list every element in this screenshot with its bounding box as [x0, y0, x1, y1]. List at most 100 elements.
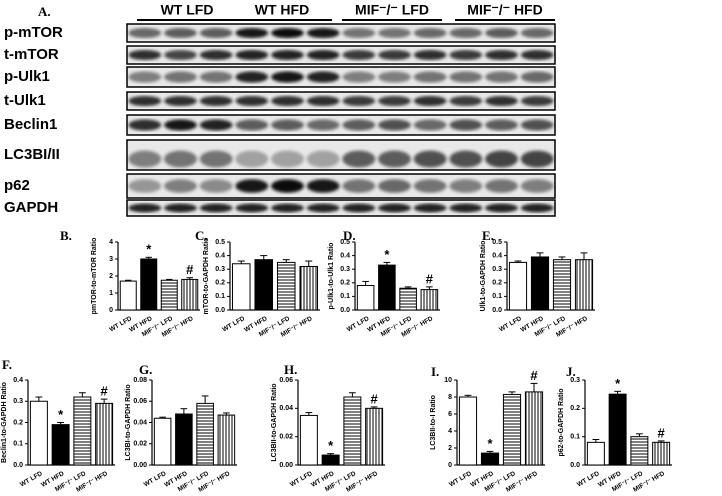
- y-tick-label: 0.04: [279, 405, 293, 412]
- significance-mark: *: [58, 407, 64, 422]
- blot-frame: [126, 66, 556, 88]
- blot-band: [306, 119, 340, 131]
- bar: [343, 396, 362, 466]
- blot-band: [235, 27, 269, 39]
- blot-band: [413, 119, 447, 131]
- blot-band: [413, 27, 447, 39]
- bar: [95, 402, 114, 466]
- group-label: WT HFD: [255, 2, 309, 18]
- significance-mark: #: [371, 391, 379, 406]
- blot-band: [449, 150, 483, 168]
- significance-mark: *: [146, 242, 152, 257]
- blot-band: [413, 203, 447, 213]
- blot-band: [271, 203, 304, 213]
- bar: [231, 263, 251, 311]
- y-tick-label: 0.5: [215, 239, 225, 246]
- blot-band: [378, 119, 411, 131]
- y-tick-label: 0.4: [492, 252, 502, 259]
- blot-band: [128, 95, 162, 107]
- blot-band: [306, 95, 340, 107]
- y-tick-label: 0.2: [215, 280, 225, 287]
- y-tick-label: 0.0: [570, 462, 580, 469]
- significance-mark: *: [615, 376, 621, 391]
- y-tick-label: 0: [448, 462, 452, 469]
- y-tick-label: 0.2: [492, 280, 502, 287]
- bar: [119, 280, 137, 311]
- significance-mark: #: [101, 384, 109, 399]
- blot-band: [485, 49, 518, 61]
- blot-band: [342, 27, 376, 39]
- blot-frame: [126, 91, 556, 111]
- blot-row-label: p-mTOR: [4, 24, 63, 41]
- blot-band: [342, 150, 376, 168]
- panel-label: B.: [60, 228, 72, 243]
- bar-chart: C.mTOR-to-GAPDH Ratio 0.0 0.1 0.2 0.3 0.4 0.5 W…: [195, 228, 320, 339]
- y-tick-label: 4: [109, 239, 113, 246]
- bar: [608, 393, 627, 466]
- blot-band: [271, 27, 304, 39]
- bar: [140, 258, 158, 311]
- x-tick-label: WT LFD: [498, 315, 523, 333]
- bar: [378, 264, 396, 311]
- blot-band: [449, 179, 483, 193]
- blot-band: [271, 119, 304, 131]
- bar: [276, 261, 296, 311]
- blot-band: [235, 150, 269, 168]
- blot-band: [235, 179, 269, 193]
- blot-band: [378, 71, 411, 83]
- bar-chart: F. Beclin1-to-GAPDH Ratio 0.0 0.1 0.2 0.3 0.4 W…: [1, 357, 115, 494]
- blot-row-label: p-Ulk1: [4, 68, 50, 85]
- blot-band: [128, 71, 162, 83]
- bar: [574, 259, 594, 311]
- y-tick-label: 10: [444, 377, 452, 384]
- blot-band: [271, 150, 304, 168]
- blot-band: [485, 179, 518, 193]
- bar: [508, 261, 528, 311]
- blot-band: [306, 179, 340, 193]
- panel-label: G.: [139, 362, 152, 377]
- blot-band: [128, 119, 162, 131]
- blot-band: [128, 27, 162, 39]
- y-tick-label: 0.3: [215, 266, 225, 273]
- blot-band: [485, 203, 518, 213]
- bar: [321, 454, 340, 466]
- y-tick-label: 0.2: [13, 419, 23, 426]
- bar: [552, 259, 572, 311]
- blot-band: [413, 95, 447, 107]
- bar: [399, 287, 417, 311]
- y-axis-label: LC3BII-to-I Ratio: [430, 395, 437, 450]
- y-tick-label: 0.1: [570, 434, 580, 441]
- bar: [160, 279, 178, 311]
- y-tick-label: 0.0: [340, 307, 350, 314]
- significance-mark: *: [328, 438, 334, 453]
- blot-band: [199, 119, 233, 131]
- significance-mark: #: [426, 271, 434, 286]
- y-tick-label: 1: [109, 290, 113, 297]
- y-axis-label: pmTOR-to-mTOR Ratio: [91, 238, 98, 315]
- blot-band: [306, 150, 340, 168]
- blot-band: [378, 203, 411, 213]
- bar: [73, 396, 92, 466]
- panel-label: F.: [2, 357, 12, 372]
- significance-mark: *: [487, 436, 493, 451]
- blot-band: [520, 27, 554, 39]
- blot-band: [342, 71, 376, 83]
- bar: [299, 265, 319, 311]
- blot-band: [199, 95, 233, 107]
- blot-band: [164, 27, 197, 39]
- blot-band: [378, 49, 411, 61]
- y-axis-label: Beclin1-to-GAPDH Ratio: [1, 382, 8, 463]
- panel-label: I.: [431, 364, 439, 379]
- blot-band: [342, 49, 376, 61]
- bar: [458, 396, 478, 466]
- x-tick-label: WT LFD: [576, 470, 601, 488]
- bar-chart: E.Ulk1-to-GAPDH Ratio 0.0 0.1 0.2 0.3 0.4 0.5 W…: [480, 228, 595, 339]
- blot-band: [342, 179, 376, 193]
- blot-band: [235, 119, 269, 131]
- blot-band: [378, 150, 411, 168]
- blot-band: [520, 71, 554, 83]
- y-tick-label: 0.0: [13, 462, 23, 469]
